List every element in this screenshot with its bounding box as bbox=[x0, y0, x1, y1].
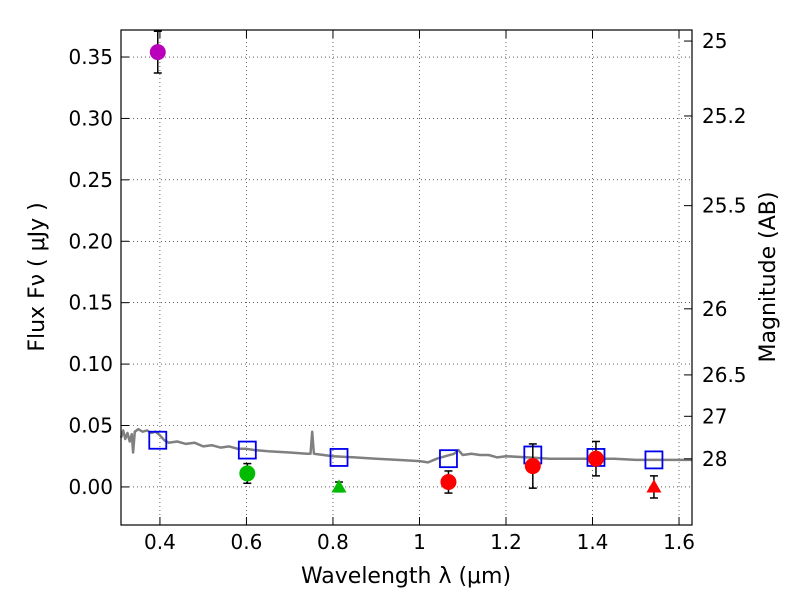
observed-flux-point bbox=[587, 450, 604, 467]
y2-tick-label: 25.2 bbox=[702, 104, 747, 128]
y-axis-label: Flux Fν ( μJy ) bbox=[25, 202, 50, 351]
y2-tick-label: 25.5 bbox=[702, 194, 747, 218]
x-tick-label: 1 bbox=[413, 530, 426, 554]
y2-tick-label: 26.5 bbox=[702, 363, 747, 387]
upper-limit-triangle bbox=[331, 479, 347, 493]
model-photometry-square bbox=[439, 449, 458, 469]
x-tick-label: 0.8 bbox=[317, 530, 349, 554]
x-tick-label: 1.4 bbox=[577, 530, 609, 554]
right-axis-label: Magnitude (AB) bbox=[756, 192, 781, 363]
y2-tick-label: 28 bbox=[702, 447, 727, 471]
model-photometry-square bbox=[148, 430, 168, 450]
model-sed-line bbox=[119, 427, 692, 464]
ticks: 0.4 0.6 0.8 1 1.2 1.4 1.6 0.00 0.05 0.10 0.15 0.20 0… bbox=[68, 29, 746, 554]
x-tick-label: 0.6 bbox=[231, 530, 263, 554]
model-photometry-square bbox=[237, 440, 257, 460]
plot-frame bbox=[120, 29, 693, 526]
observed-flux-point bbox=[524, 458, 541, 475]
upper-limit-triangle bbox=[646, 479, 662, 493]
x-tick-label: 1.2 bbox=[490, 530, 522, 554]
y-tick-label: 0.05 bbox=[68, 414, 113, 438]
observed-flux-point bbox=[239, 465, 256, 482]
data-points bbox=[149, 30, 662, 499]
y-tick-label: 0.15 bbox=[68, 291, 113, 315]
model-photometry-square bbox=[329, 448, 349, 467]
y2-tick-label: 26 bbox=[702, 297, 727, 321]
observed-flux-point bbox=[149, 44, 166, 61]
y-tick-label: 0.35 bbox=[68, 45, 113, 69]
y2-tick-label: 27 bbox=[702, 404, 727, 428]
y2-tick-label: 25 bbox=[702, 29, 727, 53]
observed-flux-point bbox=[440, 474, 457, 491]
y-tick-label: 0.25 bbox=[68, 168, 113, 192]
y-tick-label: 0.20 bbox=[68, 229, 113, 253]
grid bbox=[121, 30, 692, 525]
x-tick-label: 1.6 bbox=[663, 530, 695, 554]
model-photometry-square bbox=[644, 450, 664, 470]
y-tick-label: 0.00 bbox=[68, 475, 113, 499]
y-tick-label: 0.30 bbox=[68, 106, 113, 130]
y-tick-label: 0.10 bbox=[68, 352, 113, 376]
x-tick-label: 0.4 bbox=[144, 530, 176, 554]
x-axis-label: Wavelength λ (μm) bbox=[301, 564, 511, 589]
